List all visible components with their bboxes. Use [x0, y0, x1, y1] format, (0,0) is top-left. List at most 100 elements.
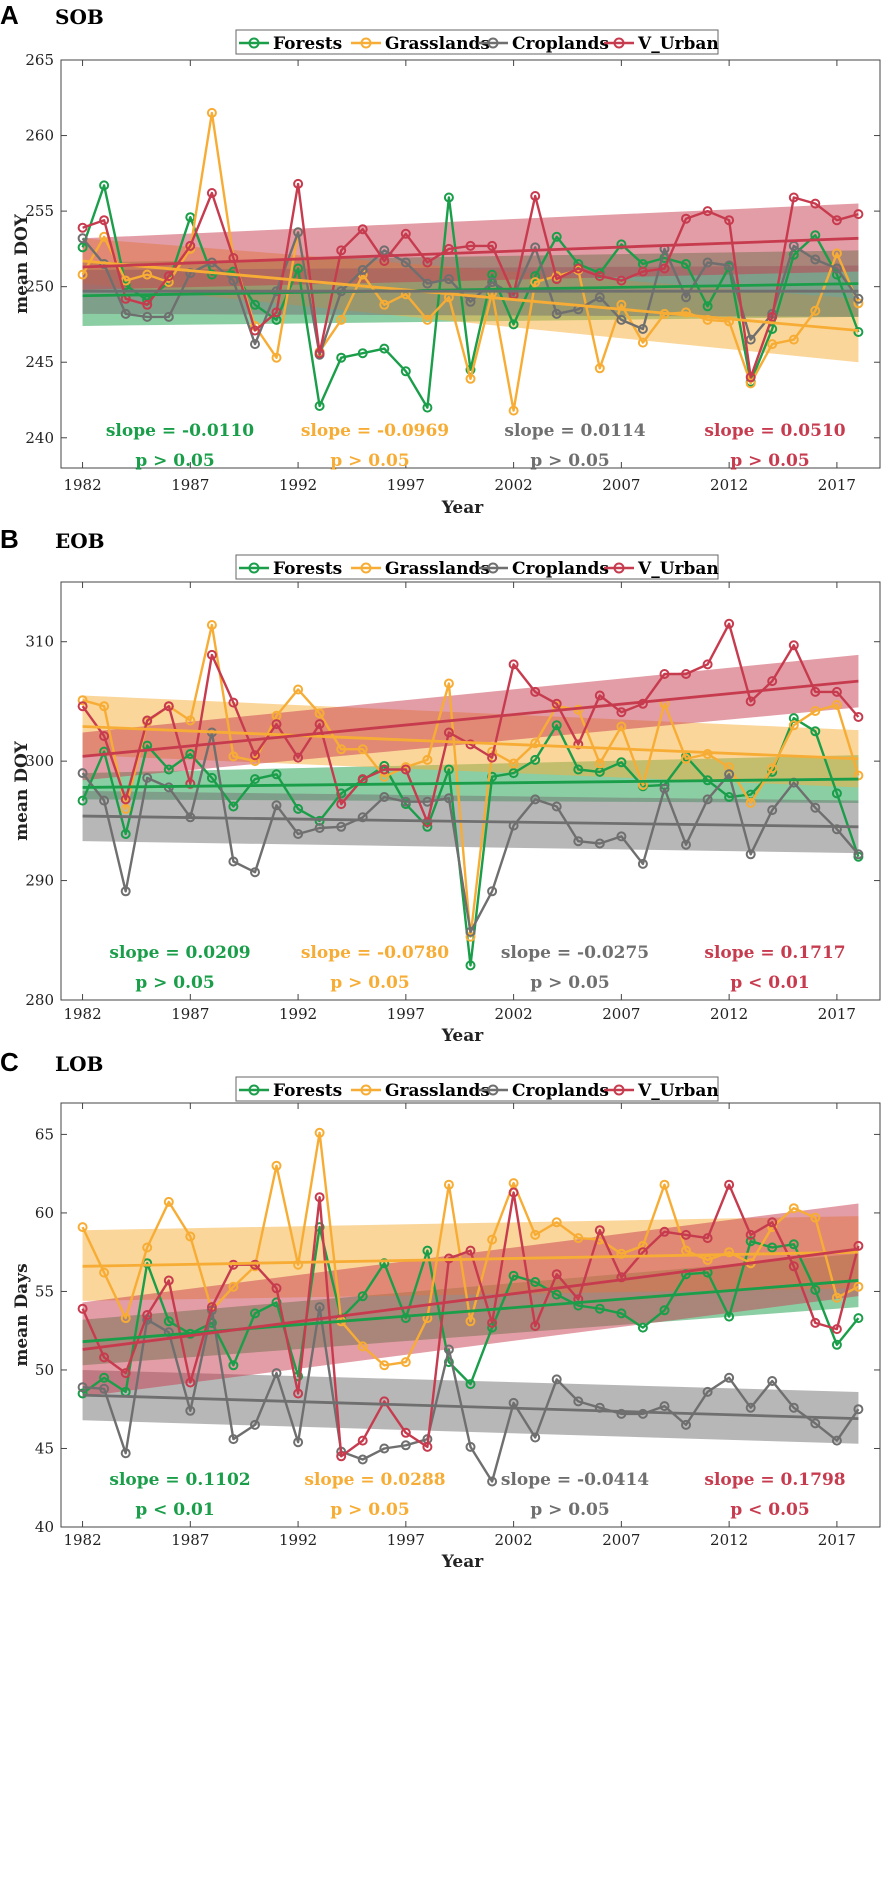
data-point-v-urban — [142, 299, 153, 310]
y-tick-label: 60 — [35, 1204, 54, 1222]
data-point-forests — [228, 801, 239, 812]
data-point-v-urban — [810, 198, 821, 209]
trend-line-grasslands — [82, 725, 859, 761]
data-point-grasslands — [357, 1341, 368, 1352]
data-point-v-urban — [745, 1229, 756, 1240]
data-point-forests — [400, 366, 411, 377]
data-point-forests — [357, 348, 368, 359]
data-point-croplands — [99, 1383, 110, 1394]
data-point-forests — [400, 1313, 411, 1324]
data-point-grasslands — [120, 803, 131, 814]
legend-marker-forests — [248, 562, 260, 574]
data-point-v-urban — [487, 240, 498, 251]
y-tick-label: 310 — [25, 633, 54, 651]
data-point-v-urban — [767, 311, 778, 322]
x-tick-label: 2012 — [710, 1005, 748, 1023]
data-point-v-urban — [616, 707, 627, 718]
legend-label-forests: Forests — [273, 1081, 342, 1101]
data-point-v-urban — [659, 669, 670, 679]
data-point-croplands — [659, 783, 670, 794]
data-point-forests — [77, 242, 88, 253]
data-point-v-urban — [788, 640, 799, 651]
data-point-v-urban — [659, 1226, 670, 1237]
data-point-croplands — [853, 1404, 864, 1415]
trend-line-v-urban — [82, 679, 859, 758]
data-point-v-urban — [228, 697, 239, 708]
panel-eob: B EOB 280 290 300 310 1982 1987 1992 1997 2002 2007… — [0, 524, 881, 1046]
data-point-grasslands — [831, 700, 842, 710]
y-tick-label: 65 — [35, 1125, 54, 1143]
panel-title: SOB — [55, 5, 104, 29]
legend-label-forests: Forests — [273, 559, 342, 579]
series-line-forests — [81, 1225, 860, 1395]
data-point-forests — [314, 401, 325, 411]
data-point-grasslands — [142, 269, 153, 280]
data-point-v-urban — [99, 731, 110, 742]
data-point-grasslands — [594, 758, 605, 769]
data-point-grasslands — [508, 1178, 519, 1189]
x-tick-label: 1987 — [171, 1531, 209, 1549]
data-point-croplands — [487, 277, 498, 288]
data-point-croplands — [293, 227, 304, 238]
data-point-forests — [724, 792, 735, 802]
legend-marker-grasslands — [360, 1084, 372, 1096]
data-point-forests — [637, 1322, 648, 1333]
legend-label-croplands: Croplands — [512, 34, 609, 54]
data-point-croplands — [530, 1432, 541, 1443]
legend-marker-forests — [248, 37, 260, 49]
slope-annotation-grasslands: slope = 0.0288 — [304, 1470, 445, 1490]
data-point-forests — [616, 1308, 627, 1319]
data-point-croplands — [314, 1302, 325, 1313]
data-point-v-urban — [250, 750, 260, 761]
data-point-croplands — [250, 867, 260, 878]
data-point-grasslands — [250, 756, 260, 767]
data-point-v-urban — [163, 271, 174, 282]
data-point-forests — [163, 1316, 174, 1327]
p-value-annotation-forests: p < 0.01 — [135, 1500, 214, 1520]
legend-marker-grasslands — [360, 37, 372, 49]
data-point-v-urban — [163, 1275, 174, 1286]
trend-line-grasslands — [82, 1250, 859, 1268]
legend-marker-v-urban — [613, 1084, 625, 1096]
x-tick-label: 2012 — [710, 476, 748, 494]
data-point-forests — [206, 772, 217, 783]
x-tick-label: 1992 — [279, 1531, 317, 1549]
data-point-grasslands — [788, 334, 799, 345]
data-point-v-urban — [831, 215, 842, 226]
data-point-forests — [293, 803, 304, 814]
data-point-grasslands — [77, 269, 88, 280]
data-point-croplands — [163, 311, 174, 322]
x-axis-title: Year — [441, 1026, 484, 1046]
data-point-v-urban — [142, 715, 153, 726]
data-point-v-urban — [530, 686, 541, 697]
y-axis-title: mean DOY — [12, 213, 32, 314]
x-tick-label: 2017 — [818, 1531, 856, 1549]
data-point-forests — [788, 1239, 799, 1250]
data-point-grasslands — [293, 1259, 304, 1270]
data-point-croplands — [616, 314, 627, 325]
data-point-croplands — [228, 1434, 239, 1445]
data-point-grasslands — [530, 738, 541, 749]
data-point-grasslands — [810, 1212, 821, 1223]
data-point-grasslands — [465, 1316, 476, 1327]
data-point-v-urban — [594, 271, 605, 282]
y-tick-label: 255 — [25, 202, 54, 220]
data-point-croplands — [228, 856, 239, 867]
data-point-croplands — [810, 802, 821, 813]
data-point-croplands — [185, 268, 196, 279]
data-point-grasslands — [508, 758, 519, 769]
data-point-forests — [767, 1242, 778, 1253]
data-point-croplands — [745, 1402, 756, 1413]
data-point-forests — [465, 1379, 476, 1390]
data-point-v-urban — [206, 1302, 217, 1313]
panel-title: LOB — [55, 1052, 103, 1076]
data-point-grasslands — [487, 1234, 498, 1245]
slope-annotation-grasslands: slope = -0.0780 — [301, 943, 449, 963]
data-point-forests — [77, 795, 88, 806]
p-value-annotation-croplands: p > 0.05 — [530, 1500, 609, 1520]
data-point-grasslands — [142, 1242, 153, 1253]
data-point-v-urban — [185, 778, 196, 789]
data-point-grasslands — [379, 1360, 390, 1371]
data-point-v-urban — [551, 698, 562, 709]
